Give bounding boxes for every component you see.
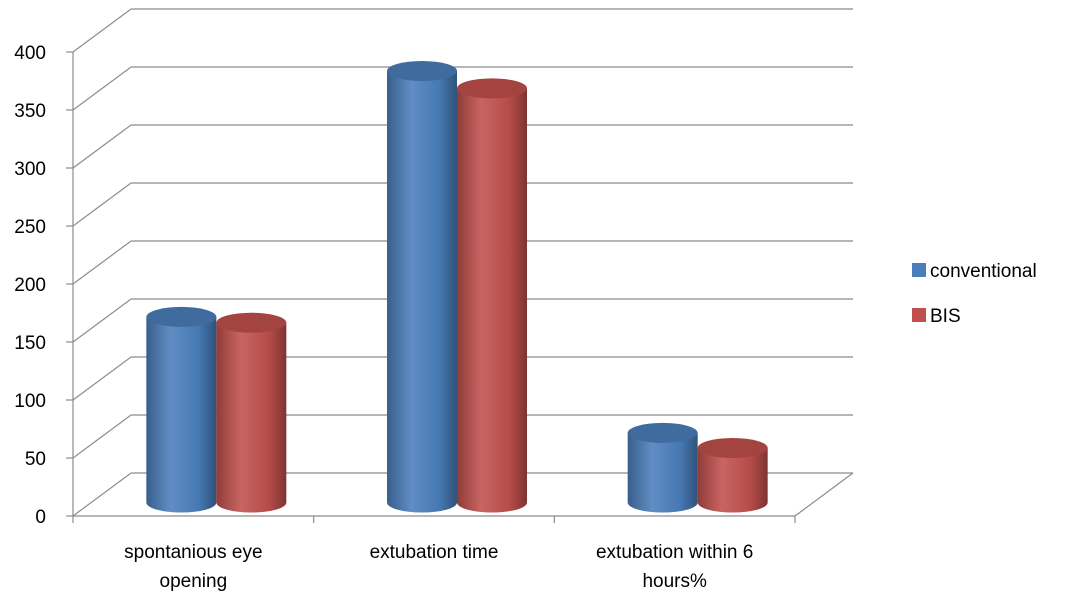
gridline (72, 66, 853, 111)
legend-label: conventional (930, 261, 1037, 282)
x-category-label: extubation within 6 hours% (596, 542, 753, 592)
y-tick-label: 400 (14, 43, 46, 64)
y-tick-label: 0 (35, 507, 46, 528)
bar-bis (697, 437, 768, 513)
y-tick-label: 300 (14, 159, 46, 180)
bar-bis (216, 312, 287, 513)
legend-item: BIS (912, 306, 961, 327)
y-tick-label: 50 (25, 449, 46, 470)
bar-conventional (387, 60, 457, 513)
bar-conventional (627, 422, 698, 513)
legend-label: BIS (930, 306, 961, 327)
labels: 0 50 100 150 200 250 300 350 400 spontanious eye o… (14, 43, 753, 592)
legend-swatch (912, 263, 926, 277)
y-tick-label: 200 (14, 275, 46, 296)
x-category-label: extubation time (370, 542, 499, 563)
legend-item: conventional (912, 261, 1037, 282)
floor-edge (794, 472, 854, 517)
legend: conventional BIS (912, 261, 1037, 327)
y-tick-label: 350 (14, 101, 46, 122)
bar-conventional (146, 306, 217, 513)
gridline (72, 8, 853, 53)
y-tick-label: 250 (14, 217, 46, 238)
bar-bis (457, 78, 527, 513)
axes (66, 51, 854, 523)
x-category-label: spontanious eye opening (124, 542, 262, 592)
y-tick-label: 150 (14, 333, 46, 354)
legend-swatch (912, 308, 926, 322)
y-tick-label: 100 (14, 391, 46, 412)
bars (146, 60, 768, 513)
